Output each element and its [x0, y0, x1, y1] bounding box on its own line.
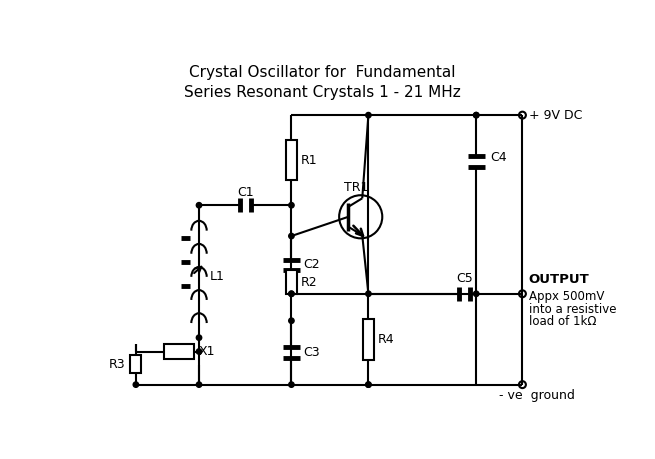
Bar	[363, 319, 374, 360]
Circle shape	[196, 202, 202, 208]
Bar	[286, 140, 297, 180]
Circle shape	[289, 318, 294, 324]
Circle shape	[365, 382, 371, 387]
Text: C2: C2	[304, 258, 320, 271]
Circle shape	[474, 112, 479, 118]
Text: R1: R1	[301, 154, 317, 167]
Text: C1: C1	[237, 186, 253, 199]
Circle shape	[365, 112, 371, 118]
Text: OUTPUT: OUTPUT	[529, 274, 590, 286]
Text: - ve  ground: - ve ground	[499, 389, 575, 402]
Text: R4: R4	[378, 333, 394, 346]
Circle shape	[289, 382, 294, 387]
Circle shape	[196, 335, 202, 341]
Circle shape	[365, 382, 371, 387]
Text: R3: R3	[108, 358, 125, 371]
Circle shape	[289, 291, 294, 297]
Circle shape	[289, 202, 294, 208]
Text: C5: C5	[457, 272, 473, 285]
Text: L1: L1	[210, 270, 225, 283]
Circle shape	[133, 382, 139, 387]
Text: C4: C4	[490, 151, 507, 164]
Bar	[130, 355, 141, 374]
Text: Series Resonant Crystals 1 - 21 MHz: Series Resonant Crystals 1 - 21 MHz	[184, 84, 460, 100]
Text: into a resistive: into a resistive	[529, 302, 616, 316]
Circle shape	[289, 233, 294, 239]
Circle shape	[365, 291, 371, 297]
Circle shape	[289, 291, 294, 297]
Text: Crystal Oscillator for  Fundamental: Crystal Oscillator for Fundamental	[189, 65, 455, 79]
Circle shape	[196, 349, 202, 354]
Bar	[164, 344, 194, 359]
Bar	[286, 270, 297, 294]
Text: Appx 500mV: Appx 500mV	[529, 290, 604, 302]
Text: + 9V DC: + 9V DC	[529, 109, 582, 122]
Text: X1: X1	[199, 345, 215, 358]
Circle shape	[474, 112, 479, 118]
Text: TR1: TR1	[344, 181, 368, 194]
Text: R2: R2	[301, 276, 317, 289]
Circle shape	[474, 291, 479, 297]
Circle shape	[196, 382, 202, 387]
Text: load of 1kΩ: load of 1kΩ	[529, 315, 596, 328]
Text: C3: C3	[304, 346, 320, 359]
